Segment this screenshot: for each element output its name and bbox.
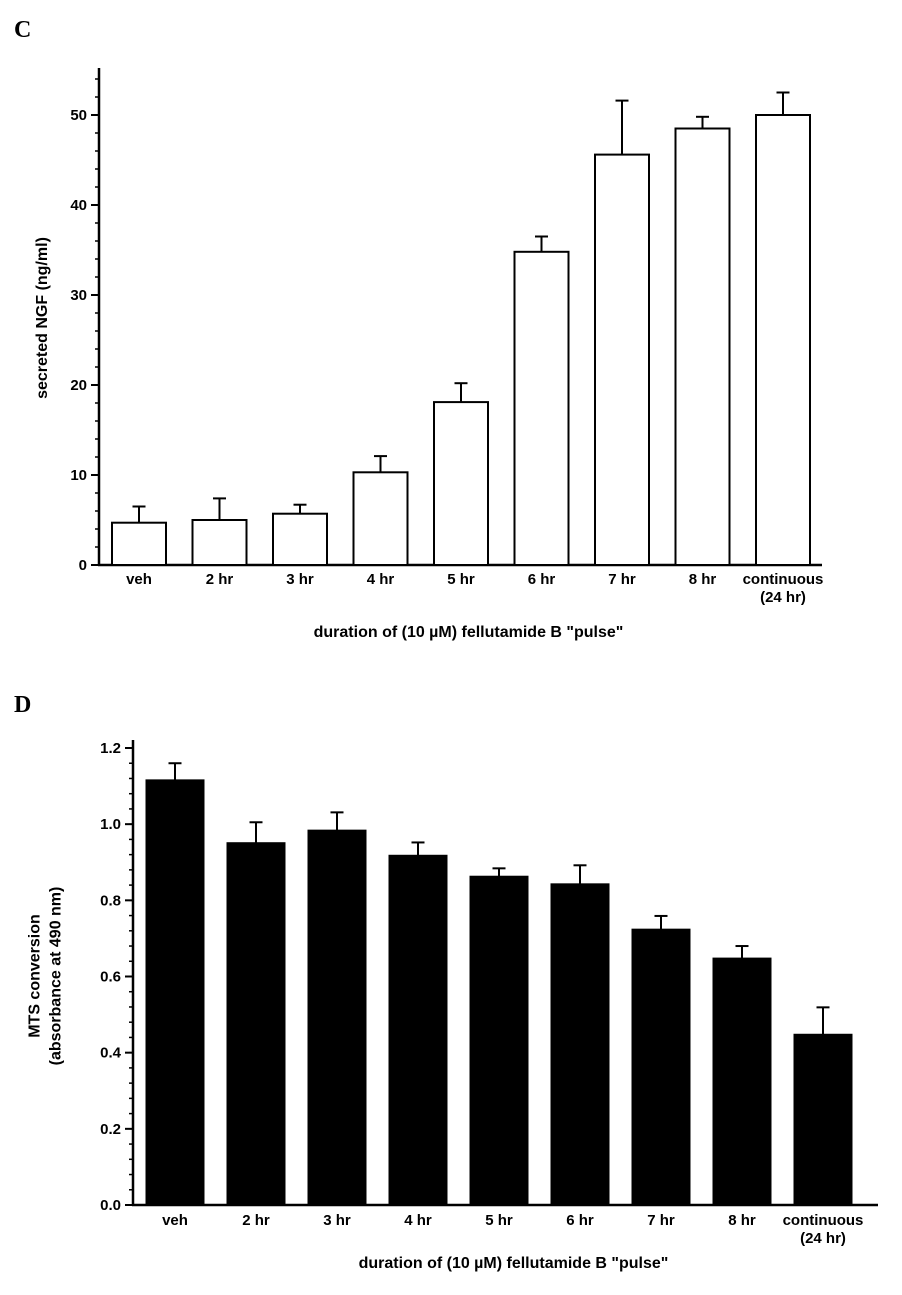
x-tick-label: 8 hr [689,571,717,588]
y-axis-title: MTS conversion [27,914,44,1038]
bar [111,521,167,567]
x-tick-label: 8 hr [728,1212,756,1229]
x-tick-label: 5 hr [485,1212,513,1229]
y-tick-label: 0.6 [100,969,121,986]
x-tick-label: 3 hr [323,1212,351,1229]
bar [272,512,328,567]
x-tick-label: veh [162,1212,188,1229]
bar [550,883,610,1206]
y-tick-label: 10 [70,467,87,484]
x-tick-label: (24 hr) [800,1230,846,1247]
y-tick-label: 40 [70,197,87,214]
y-tick-label: 1.2 [100,740,121,757]
chart-c-secreted-ngf: 0 10 20 30 40 50 veh 2 hr 3 hr 4 hr 5 hr 6 hr 7 hr 8 … [34,68,823,641]
y-tick-label: 20 [70,377,87,394]
bar [631,928,691,1206]
bar [388,854,448,1206]
bar [469,875,529,1206]
bar [674,127,731,566]
bar [755,114,811,566]
y-tick-label: 0.0 [100,1197,121,1214]
bar [226,842,286,1206]
y-tick-label: 1.0 [100,816,121,833]
bar [191,519,248,566]
x-tick-label: continuous [743,571,824,588]
x-tick-label: 3 hr [286,571,314,588]
bar [793,1033,853,1206]
panel-letter-d: D [14,692,31,718]
x-tick-label: 7 hr [608,571,636,588]
bar [352,471,409,566]
bar [307,829,367,1206]
chart-d-mts-conversion: 0.0 0.2 0.4 0.6 0.8 1.0 1.2 veh 2 hr 3 hr 4 hr 5 hr… [27,740,878,1272]
x-tick-label: 2 hr [242,1212,270,1229]
x-tick-label: (24 hr) [760,589,806,606]
y-tick-label: 30 [70,287,87,304]
bar [513,250,570,567]
y-tick-label: 0.8 [100,892,121,909]
y-axis-title: (absorbance at 490 nm) [48,887,65,1066]
x-axis-title: duration of (10 µM) fellutamide B "pulse… [359,1255,669,1272]
y-tick-label: 0.4 [100,1045,122,1062]
y-tick-label: 50 [70,107,87,124]
panel-letter-c: C [14,17,31,43]
x-tick-label: continuous [783,1212,864,1229]
x-tick-label: 4 hr [404,1212,432,1229]
x-tick-label: 6 hr [566,1212,594,1229]
bar [594,153,650,566]
x-tick-label: 5 hr [447,571,475,588]
bar [712,957,772,1206]
y-tick-label: 0.2 [100,1121,121,1138]
y-axis-title: secreted NGF (ng/ml) [34,237,51,399]
y-tick-label: 0 [79,557,87,574]
bar [145,779,205,1207]
x-tick-label: 2 hr [206,571,234,588]
x-axis-title: duration of (10 µM) fellutamide B "pulse… [314,624,624,641]
x-tick-label: veh [126,571,152,588]
x-tick-label: 6 hr [528,571,556,588]
x-tick-label: 4 hr [367,571,395,588]
bar [433,401,489,566]
x-tick-label: 7 hr [647,1212,675,1229]
